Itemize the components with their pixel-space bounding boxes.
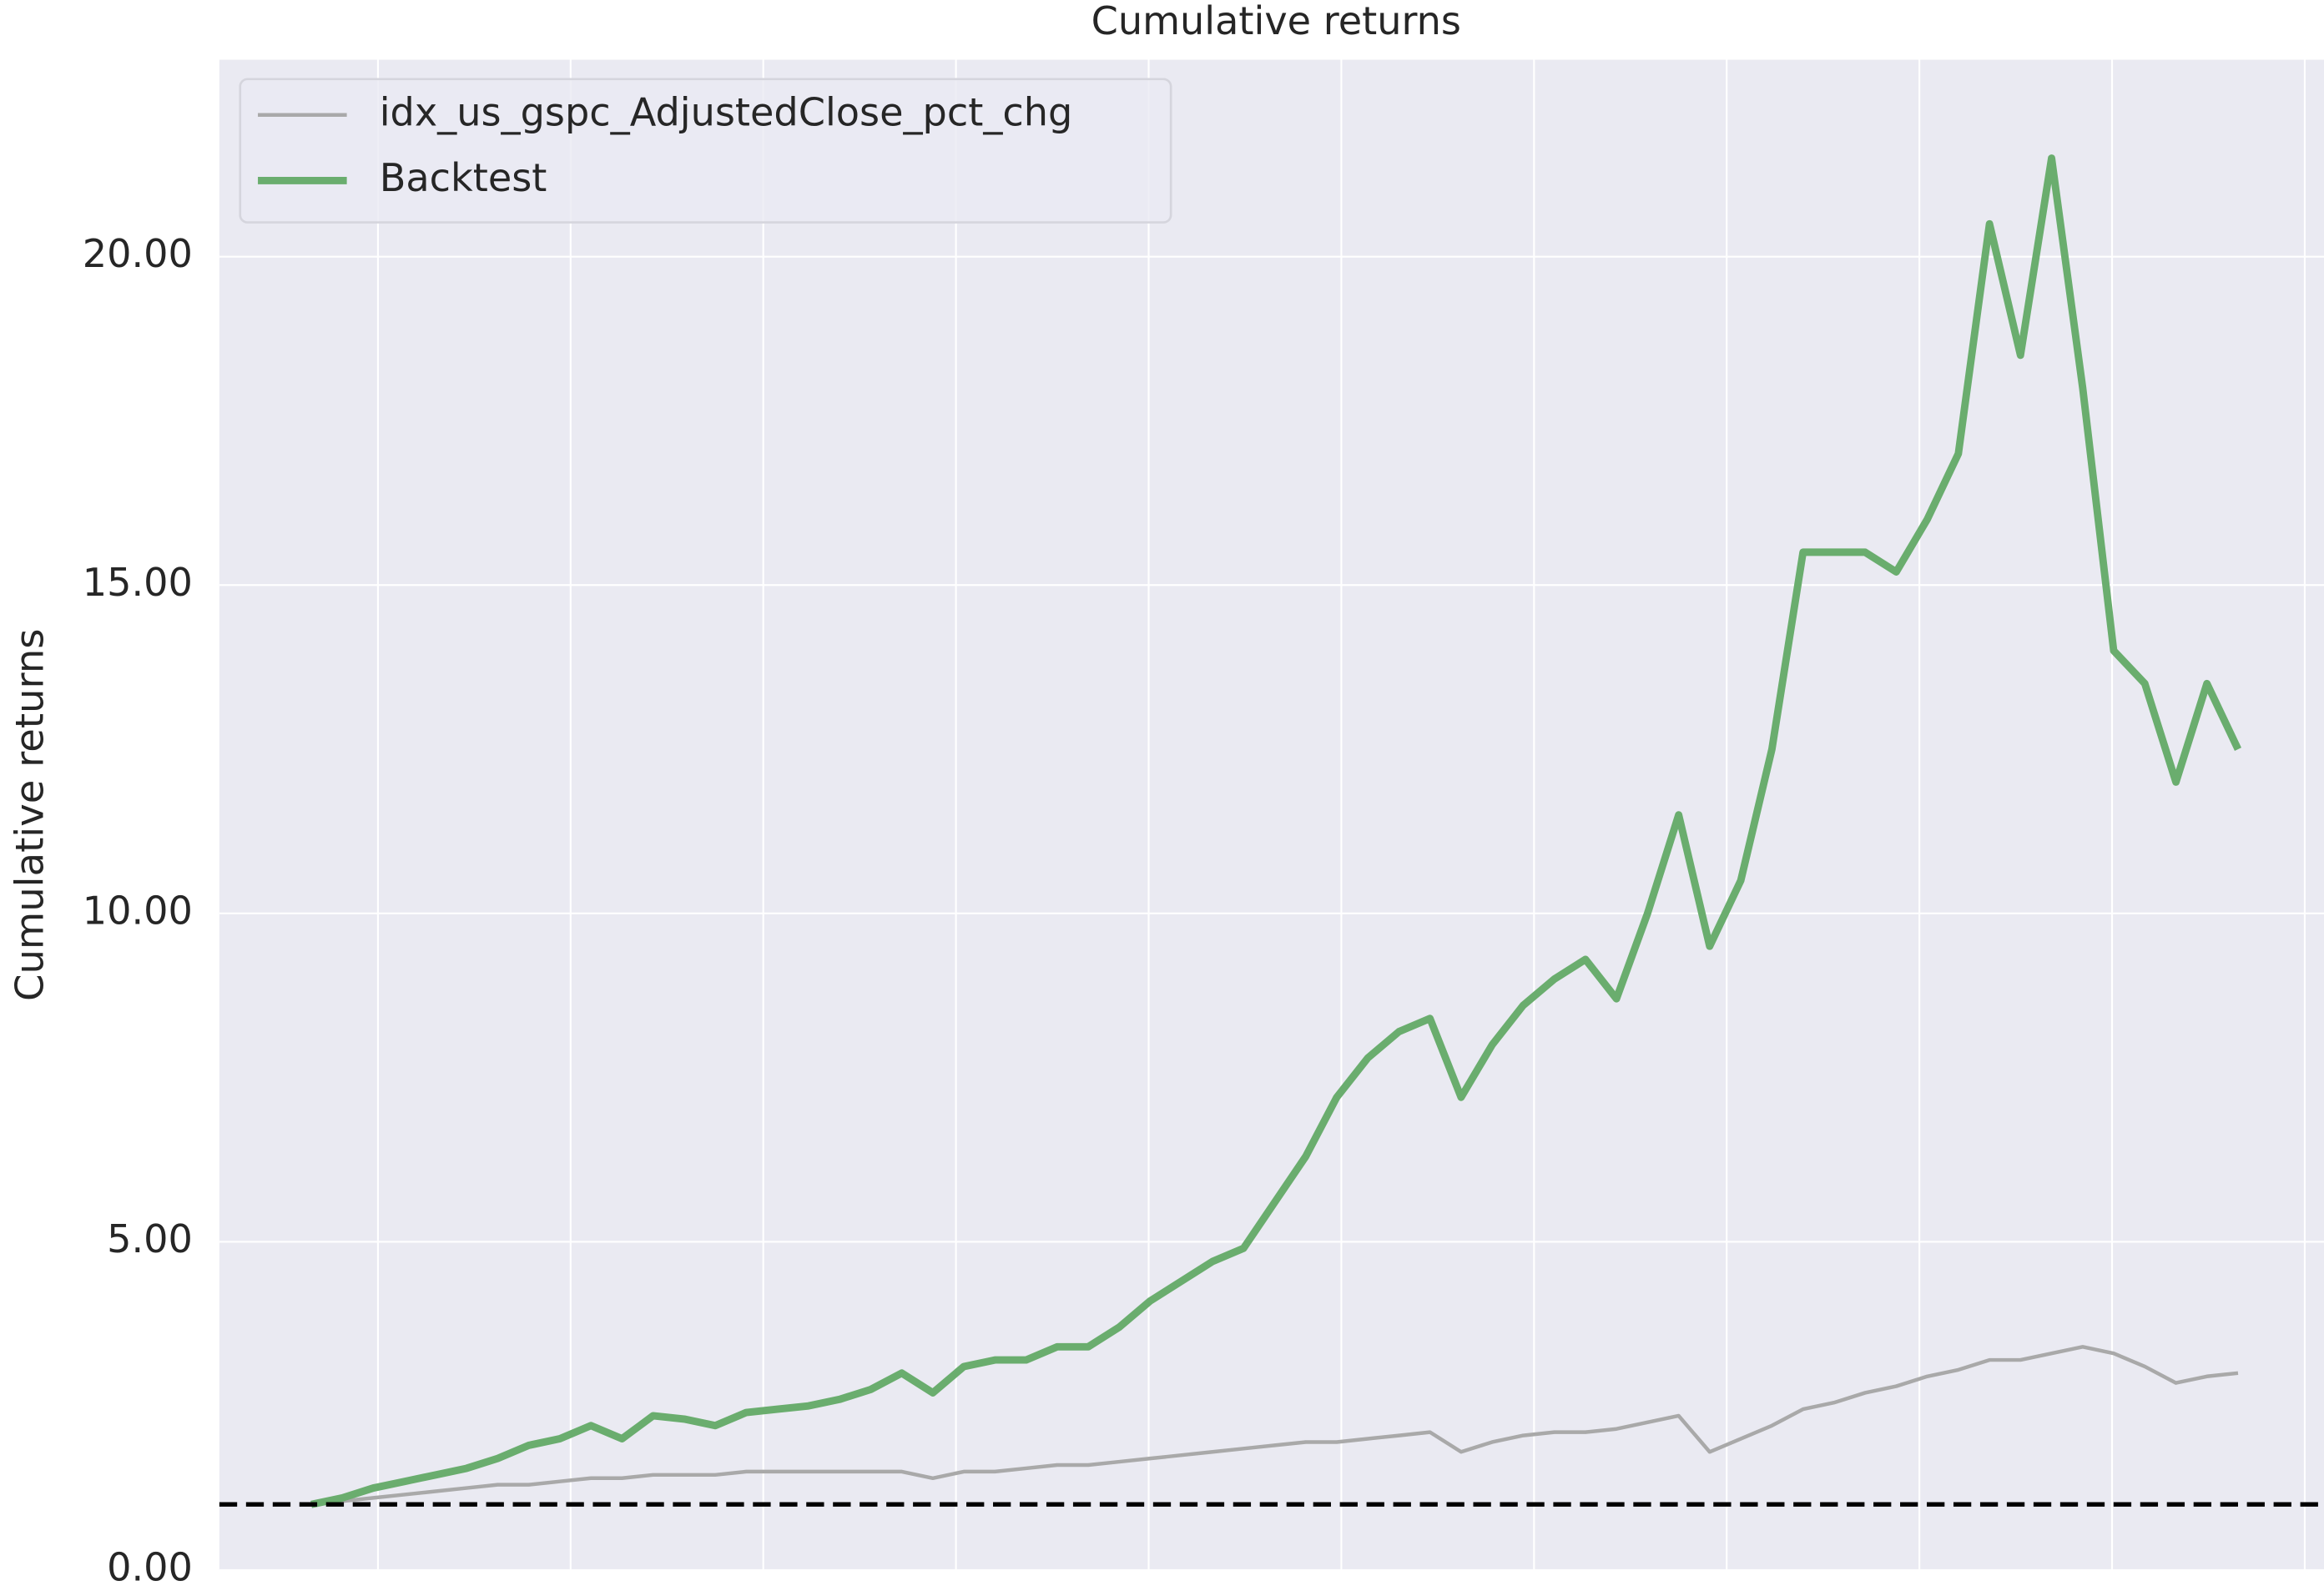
y-tick-label: 10.00 <box>83 888 193 933</box>
y-tick-label: 15.00 <box>83 560 193 605</box>
y-tick-label: 0.00 <box>107 1544 193 1589</box>
y-tick-label: 5.00 <box>107 1216 193 1261</box>
legend-box <box>239 78 1172 224</box>
lines <box>219 154 2324 1508</box>
legend-label: idx_us_gspc_AdjustedClose_pct_chg <box>380 89 1073 134</box>
legend: idx_us_gspc_AdjustedClose_pct_chg Backtes… <box>239 78 1172 224</box>
legend-label: Backtest <box>380 155 547 200</box>
y-tick-label: 20.00 <box>83 231 193 276</box>
series-line <box>310 154 2241 1508</box>
plot-area <box>219 59 2324 1570</box>
y-axis-label: Cumulative returns <box>8 628 53 1001</box>
y-grid <box>219 255 2324 1572</box>
series-line <box>310 1345 2239 1507</box>
x-grid <box>376 59 2306 1570</box>
chart-title: Cumulative returns <box>1091 0 1461 43</box>
